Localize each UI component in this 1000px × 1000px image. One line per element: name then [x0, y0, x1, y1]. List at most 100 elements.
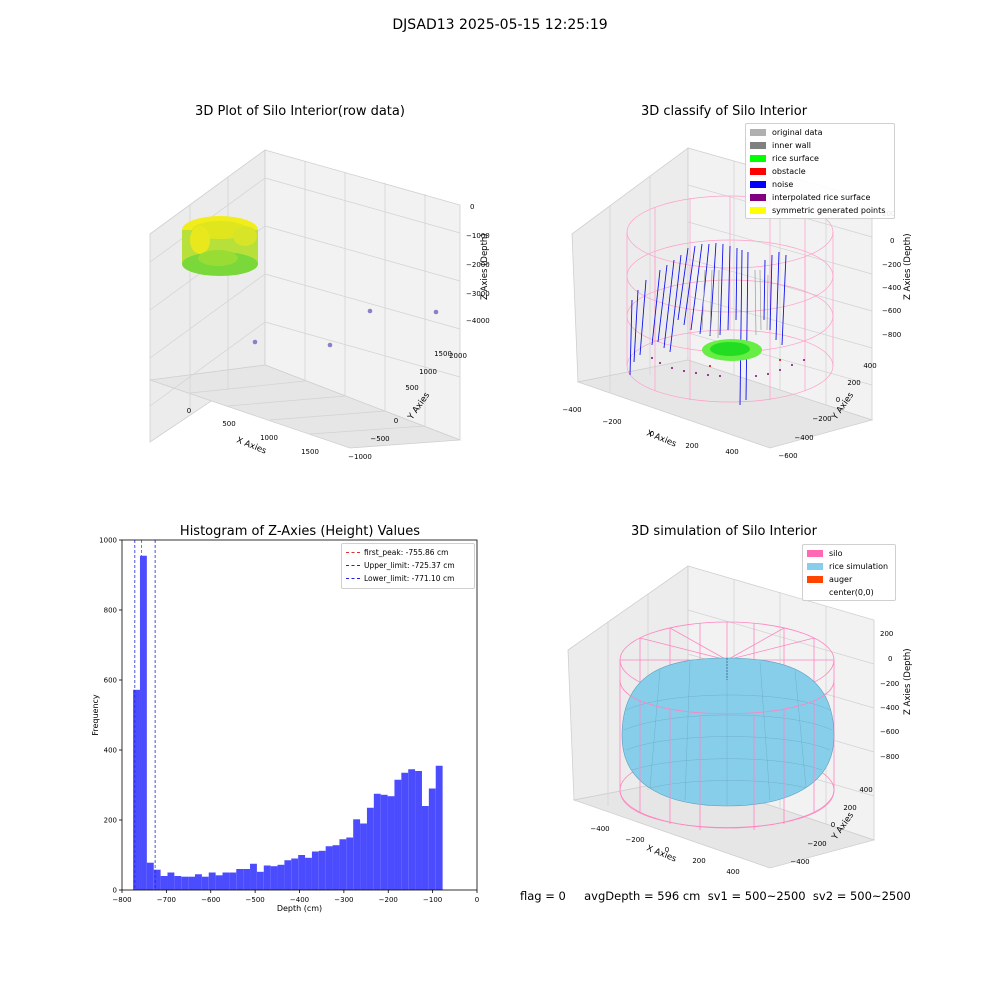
- histogram-legend: first_peak: -755.86 cm Upper_limit: -725.…: [341, 543, 475, 589]
- plot4-xlabel: X Axies: [645, 844, 678, 865]
- plot2-xtick: −400: [562, 406, 581, 414]
- legend-swatch: [750, 181, 766, 188]
- legend-label: rice surface: [772, 154, 819, 163]
- plot2-zlabel: Z Axies (Depth): [903, 233, 913, 300]
- plot1-grid: [149, 161, 461, 435]
- legend-line-swatch: [346, 552, 360, 553]
- histogram-bar: [298, 855, 306, 890]
- histogram-bar: [160, 876, 168, 890]
- legend-entry: symmetric generated points: [750, 204, 894, 217]
- histogram-bar: [256, 871, 264, 890]
- legend-swatch: [807, 576, 823, 583]
- histogram-ytick-label: 0: [113, 887, 117, 895]
- plot1-ytick: 500: [405, 384, 418, 392]
- plot4-ztick: −800: [880, 753, 899, 761]
- legend-entry: silo: [807, 547, 895, 560]
- plot4-ztick: −200: [880, 680, 899, 688]
- legend-entry: first_peak: -755.86 cm: [346, 546, 474, 559]
- histogram-bar: [174, 876, 182, 890]
- histogram-bar: [408, 769, 416, 890]
- plot2-ytick: −400: [794, 434, 813, 442]
- histogram-ytick-label: 200: [104, 817, 117, 825]
- plot4-xtick: 0: [665, 846, 669, 854]
- histogram-bar: [146, 862, 154, 890]
- histogram-bar: [339, 839, 347, 890]
- histogram-bar: [250, 863, 257, 890]
- plot1-zlabel: Z Axies (Depth): [480, 233, 490, 300]
- histogram-bar: [263, 865, 271, 890]
- histogram-bar: [188, 876, 195, 890]
- plot2-ztick: −200: [882, 261, 901, 269]
- histogram-xtick-label: −100: [423, 896, 442, 904]
- histogram-xtick-label: −400: [290, 896, 309, 904]
- plot2-ytick: 400: [863, 362, 876, 370]
- legend-swatch: [807, 550, 823, 557]
- plot1-xtick: 500: [222, 420, 235, 428]
- legend-label: interpolated rice surface: [772, 193, 871, 202]
- plot1-3d-axes: 0 500 1000 1500 −1000 −500 0 500 1000 15…: [149, 149, 490, 461]
- histogram-xtick-label: −300: [334, 896, 353, 904]
- plot1-ztick: −4000: [466, 317, 490, 325]
- status-footer: flag = 0 avgDepth = 596 cm sv1 = 500~250…: [520, 889, 911, 903]
- histogram-xtick-label: −700: [157, 896, 176, 904]
- histogram-bar: [380, 794, 388, 890]
- legend-swatch: [750, 168, 766, 175]
- legend-label: symmetric generated points: [772, 206, 886, 215]
- histogram-xtick-label: −600: [201, 896, 220, 904]
- plot2-silo-wireframe: [626, 195, 834, 403]
- histogram-chart: −800 −700 −600 −500 −400 −300 −200 −100 0 0 200 40…: [91, 537, 479, 914]
- legend-label: silo: [829, 549, 843, 558]
- legend-label: original data: [772, 128, 823, 137]
- legend-label: center(0,0): [829, 588, 874, 597]
- plot4-rice-simulation: [621, 657, 835, 807]
- legend-entry: interpolated rice surface: [750, 191, 894, 204]
- plot4-ytick: −200: [807, 840, 826, 848]
- plot1-ytick: 1000: [419, 368, 437, 376]
- plot4-floor-pane: [572, 777, 876, 869]
- histogram-title: Histogram of Z-Axies (Height) Values: [179, 524, 421, 539]
- plot4-ytick: −400: [790, 858, 809, 866]
- histogram-bar: [139, 555, 147, 890]
- plot2-xlabel: X Axies: [645, 429, 678, 450]
- legend-entry: obstacle: [750, 165, 894, 178]
- plot2-xtick: 0: [650, 430, 654, 438]
- histogram-bar: [167, 872, 175, 890]
- plot4-ytick: 200: [843, 804, 856, 812]
- plot2-ytick: −600: [778, 452, 797, 460]
- plot1-ytick: −1000: [348, 453, 372, 461]
- histogram-bar: [435, 765, 443, 890]
- histogram-bar: [311, 851, 319, 890]
- plot2-ztick: 0: [890, 237, 894, 245]
- plot4-ztick: 200: [880, 630, 893, 638]
- plot2-floor-pane: [576, 359, 874, 449]
- legend-label: noise: [772, 180, 794, 189]
- plot4-title: 3D simulation of Silo Interior: [631, 524, 817, 539]
- plot1-ztick: 0: [470, 203, 474, 211]
- plot2-ztick: −400: [882, 284, 901, 292]
- legend-entry: auger: [807, 573, 895, 586]
- histogram-bar: [236, 869, 244, 890]
- histogram-bar: [277, 864, 285, 890]
- legend-entry: inner wall: [750, 139, 894, 152]
- histogram-bar: [325, 846, 333, 890]
- histogram-bar: [291, 858, 299, 890]
- plot1-ytick: 2000: [449, 352, 467, 360]
- histogram-bar: [318, 850, 326, 890]
- plot2-ytick: 200: [847, 379, 860, 387]
- plot4-xtick: 200: [692, 857, 705, 865]
- plot1-ytick: 1500: [434, 350, 452, 358]
- histogram-xtick-label: 0: [475, 896, 479, 904]
- histogram-bars: [133, 555, 443, 890]
- plot1-outlier-points: [252, 308, 439, 348]
- figure-title: DJSAD13 2025-05-15 12:25:19: [392, 17, 608, 33]
- legend-line-swatch: [346, 565, 360, 566]
- plot2-xtick: 400: [725, 448, 738, 456]
- legend-label: Upper_limit: -725.37 cm: [364, 561, 455, 570]
- plot2-legend: original data inner wall rice surface obsta…: [745, 123, 895, 219]
- plot1-xtick: 0: [187, 407, 191, 415]
- histogram-bar: [208, 872, 216, 890]
- histogram-bar: [428, 788, 436, 890]
- legend-swatch: [807, 589, 823, 596]
- histogram-bar: [215, 875, 223, 890]
- plot4-ytick: 0: [831, 821, 835, 829]
